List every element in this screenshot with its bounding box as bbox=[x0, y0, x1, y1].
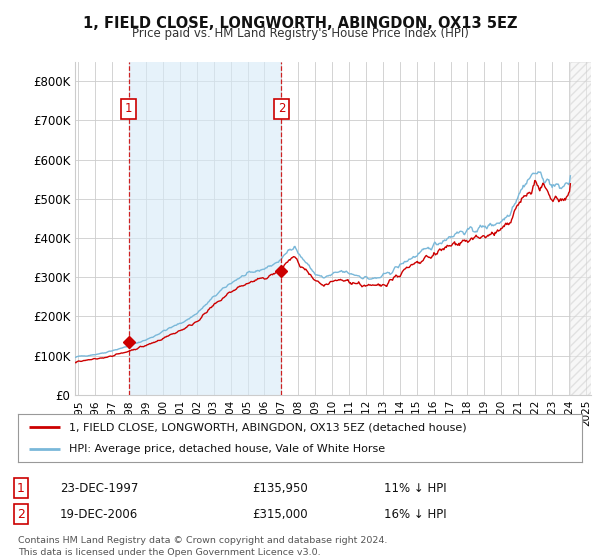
Text: 1, FIELD CLOSE, LONGWORTH, ABINGDON, OX13 5EZ (detached house): 1, FIELD CLOSE, LONGWORTH, ABINGDON, OX1… bbox=[69, 422, 466, 432]
Text: 1: 1 bbox=[125, 102, 133, 115]
Text: 23-DEC-1997: 23-DEC-1997 bbox=[60, 482, 139, 495]
Text: Contains HM Land Registry data © Crown copyright and database right 2024.
This d: Contains HM Land Registry data © Crown c… bbox=[18, 536, 388, 557]
Text: 1: 1 bbox=[17, 482, 25, 495]
Text: 19-DEC-2006: 19-DEC-2006 bbox=[60, 507, 138, 521]
Text: 16% ↓ HPI: 16% ↓ HPI bbox=[384, 507, 446, 521]
Text: HPI: Average price, detached house, Vale of White Horse: HPI: Average price, detached house, Vale… bbox=[69, 444, 385, 454]
Bar bbox=[128, 62, 281, 395]
Text: 2: 2 bbox=[278, 102, 285, 115]
Text: 1, FIELD CLOSE, LONGWORTH, ABINGDON, OX13 5EZ: 1, FIELD CLOSE, LONGWORTH, ABINGDON, OX1… bbox=[83, 16, 517, 31]
Text: £135,950: £135,950 bbox=[252, 482, 308, 495]
Text: £315,000: £315,000 bbox=[252, 507, 308, 521]
Text: Price paid vs. HM Land Registry's House Price Index (HPI): Price paid vs. HM Land Registry's House … bbox=[131, 27, 469, 40]
Text: 2: 2 bbox=[17, 507, 25, 521]
Text: 11% ↓ HPI: 11% ↓ HPI bbox=[384, 482, 446, 495]
Bar bbox=[571, 62, 591, 395]
